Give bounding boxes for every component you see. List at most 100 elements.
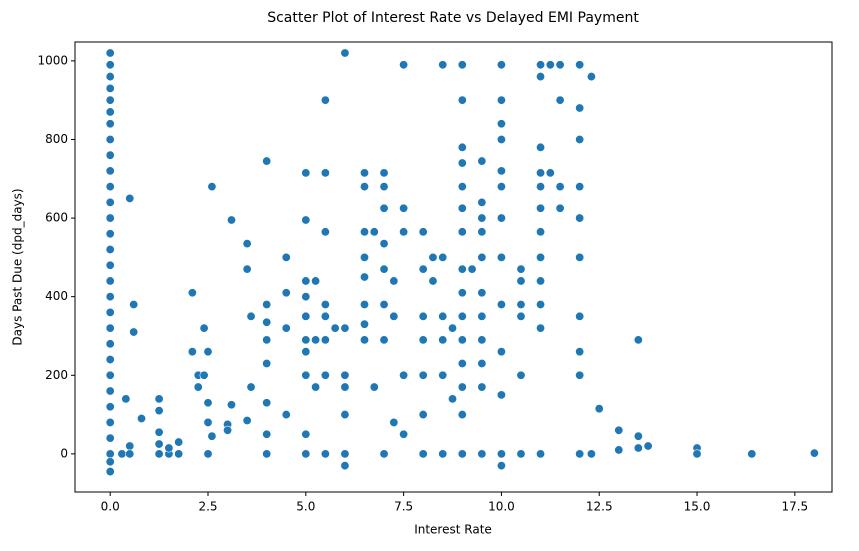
point xyxy=(174,449,184,459)
point xyxy=(187,347,197,357)
point xyxy=(262,398,272,408)
point xyxy=(121,394,131,404)
plot-frame xyxy=(74,41,833,493)
point xyxy=(105,449,115,459)
point xyxy=(457,288,467,298)
point xyxy=(105,119,115,129)
point xyxy=(154,406,164,416)
point xyxy=(418,227,428,237)
point xyxy=(586,449,596,459)
point xyxy=(536,276,546,286)
point xyxy=(389,311,399,321)
point xyxy=(105,150,115,160)
point xyxy=(320,311,330,321)
point xyxy=(614,425,624,435)
y-axis-label: Days Past Due (dpd_days) xyxy=(11,188,25,345)
point xyxy=(457,449,467,459)
point xyxy=(594,404,604,414)
point xyxy=(340,382,350,392)
point xyxy=(457,95,467,105)
point xyxy=(496,300,506,310)
point xyxy=(359,335,369,345)
point xyxy=(477,252,487,262)
point xyxy=(496,95,506,105)
point xyxy=(246,382,256,392)
point xyxy=(379,449,389,459)
point xyxy=(516,311,526,321)
point xyxy=(575,60,585,70)
point xyxy=(438,60,448,70)
point xyxy=(301,429,311,439)
point xyxy=(311,382,321,392)
point xyxy=(389,417,399,427)
point xyxy=(129,327,139,337)
point xyxy=(477,449,487,459)
point xyxy=(575,311,585,321)
point xyxy=(340,461,350,471)
point xyxy=(536,182,546,192)
point xyxy=(536,227,546,237)
point xyxy=(575,213,585,223)
point xyxy=(545,168,555,178)
point xyxy=(193,382,203,392)
point xyxy=(105,83,115,93)
point xyxy=(105,386,115,396)
point xyxy=(586,72,596,82)
x-tick-label: 17.5 xyxy=(781,500,808,514)
point xyxy=(262,335,272,345)
point xyxy=(301,311,311,321)
chart-title: Scatter Plot of Interest Rate vs Delayed… xyxy=(267,10,639,26)
point xyxy=(448,323,458,333)
point xyxy=(809,448,819,458)
point xyxy=(379,182,389,192)
point xyxy=(477,311,487,321)
point xyxy=(125,193,135,203)
point xyxy=(207,182,217,192)
point xyxy=(154,449,164,459)
y-tick-label: 0 xyxy=(60,446,68,460)
point xyxy=(301,168,311,178)
point xyxy=(246,311,256,321)
point xyxy=(399,60,409,70)
point xyxy=(226,400,236,410)
point xyxy=(428,276,438,286)
point xyxy=(320,227,330,237)
point xyxy=(379,335,389,345)
point xyxy=(496,347,506,357)
x-tick-label: 0.0 xyxy=(101,500,120,514)
point xyxy=(359,319,369,329)
point xyxy=(633,443,643,453)
point xyxy=(477,382,487,392)
point xyxy=(555,182,565,192)
x-tick-label: 15.0 xyxy=(684,500,711,514)
point xyxy=(575,449,585,459)
point xyxy=(516,276,526,286)
point xyxy=(418,311,428,321)
point xyxy=(496,60,506,70)
point xyxy=(747,449,757,459)
point xyxy=(448,394,458,404)
point xyxy=(477,156,487,166)
point xyxy=(301,276,311,286)
point xyxy=(203,398,213,408)
point xyxy=(457,264,467,274)
point xyxy=(137,414,147,424)
point xyxy=(187,288,197,298)
point xyxy=(242,239,252,249)
point xyxy=(262,317,272,327)
point xyxy=(320,300,330,310)
point xyxy=(643,441,653,451)
point xyxy=(105,229,115,239)
point xyxy=(379,239,389,249)
point xyxy=(105,182,115,192)
point xyxy=(477,197,487,207)
point xyxy=(477,335,487,345)
point xyxy=(262,429,272,439)
point xyxy=(105,60,115,70)
point xyxy=(457,158,467,168)
point xyxy=(340,48,350,58)
point xyxy=(340,410,350,420)
point xyxy=(262,449,272,459)
point xyxy=(359,182,369,192)
point xyxy=(320,370,330,380)
